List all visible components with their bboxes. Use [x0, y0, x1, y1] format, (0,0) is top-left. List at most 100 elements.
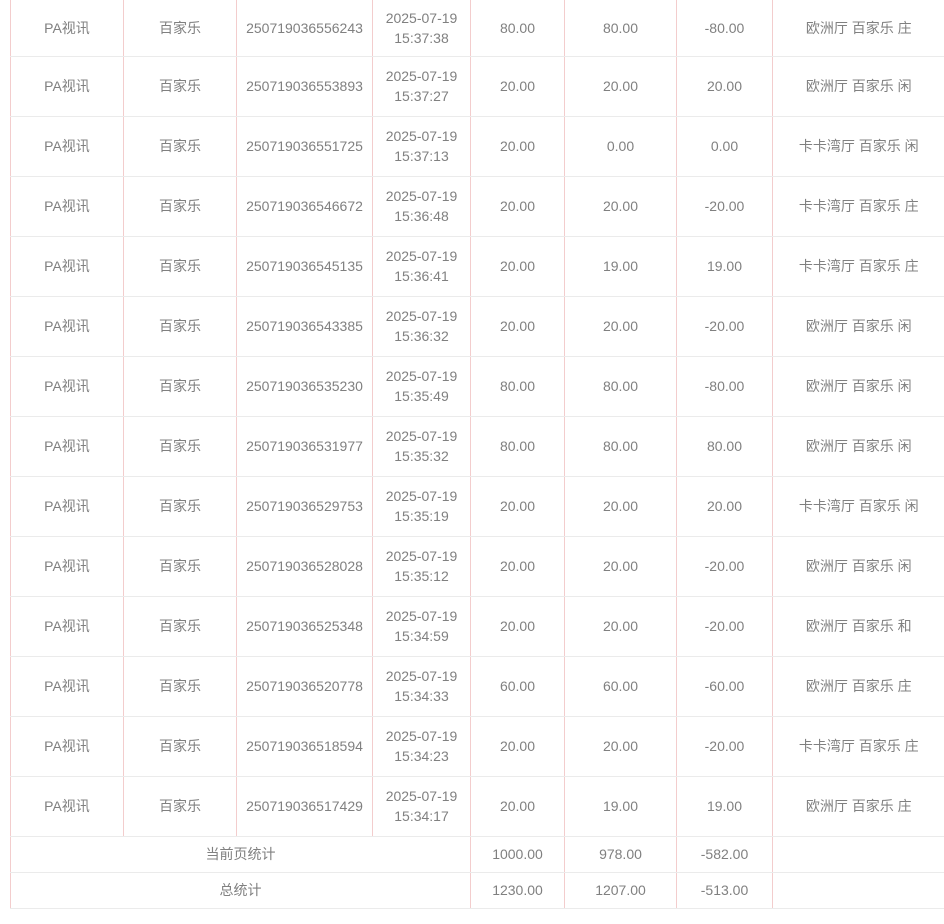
bet-amount-cell: 20.00 [470, 476, 565, 537]
bet-amount-cell: 20.00 [470, 56, 565, 117]
game-type-cell: 百家乐 [123, 596, 237, 657]
table-row: PA视讯 百家乐 250719036529753 2025-07-19 15:35:1… [10, 476, 944, 537]
bet-time-cell: 2025-07-19 15:34:17 [372, 776, 471, 837]
bet-amount-cell: 80.00 [470, 416, 565, 477]
bet-amount-cell: 80.00 [470, 356, 565, 417]
bet-amount-cell: 80.00 [470, 0, 565, 57]
game-type-cell: 百家乐 [123, 656, 237, 717]
game-type-cell: 百家乐 [123, 296, 237, 357]
bet-time-cell: 2025-07-19 15:36:48 [372, 176, 471, 237]
win-loss-cell: -80.00 [676, 356, 773, 417]
game-detail-cell: 卡卡湾厅 百家乐 庄 [772, 716, 944, 777]
win-loss-cell: 19.00 [676, 776, 773, 837]
bet-time-cell: 2025-07-19 15:36:41 [372, 236, 471, 297]
order-number-cell: 250719036520778 [236, 656, 373, 717]
summary-bet-amount-cell: 1000.00 [470, 836, 565, 873]
win-loss-cell: -20.00 [676, 296, 773, 357]
bet-amount-cell: 20.00 [470, 716, 565, 777]
bet-time-cell: 2025-07-19 15:36:32 [372, 296, 471, 357]
table-row: PA视讯 百家乐 250719036556243 2025-07-19 15:37:3… [10, 0, 944, 57]
bet-time-cell: 2025-07-19 15:37:27 [372, 56, 471, 117]
valid-amount-cell: 80.00 [564, 356, 677, 417]
table-row: PA视讯 百家乐 250719036517429 2025-07-19 15:34:1… [10, 776, 944, 837]
summary-valid-amount-cell: 978.00 [564, 836, 677, 873]
win-loss-cell: -20.00 [676, 596, 773, 657]
game-type-cell: 百家乐 [123, 356, 237, 417]
bet-time-cell: 2025-07-19 15:34:23 [372, 716, 471, 777]
valid-amount-cell: 20.00 [564, 536, 677, 597]
platform-cell: PA视讯 [10, 116, 124, 177]
table-row: PA视讯 百家乐 250719036531977 2025-07-19 15:35:3… [10, 416, 944, 477]
platform-cell: PA视讯 [10, 0, 124, 57]
win-loss-cell: -80.00 [676, 0, 773, 57]
valid-amount-cell: 19.00 [564, 776, 677, 837]
bet-time-cell: 2025-07-19 15:34:33 [372, 656, 471, 717]
game-detail-cell: 卡卡湾厅 百家乐 庄 [772, 236, 944, 297]
order-number-cell: 250719036546672 [236, 176, 373, 237]
table-row: PA视讯 百家乐 250719036545135 2025-07-19 15:36:4… [10, 236, 944, 297]
game-type-cell: 百家乐 [123, 0, 237, 57]
bet-time-cell: 2025-07-19 15:35:19 [372, 476, 471, 537]
bet-amount-cell: 20.00 [470, 596, 565, 657]
summary-detail-cell [772, 836, 944, 873]
game-type-cell: 百家乐 [123, 536, 237, 597]
win-loss-cell: 19.00 [676, 236, 773, 297]
summary-label-cell: 当前页统计 [10, 836, 471, 873]
game-detail-cell: 欧洲厅 百家乐 闲 [772, 56, 944, 117]
platform-cell: PA视讯 [10, 716, 124, 777]
game-type-cell: 百家乐 [123, 236, 237, 297]
summary-row-current-page: 当前页统计 1000.00 978.00 -582.00 [10, 836, 944, 873]
valid-amount-cell: 20.00 [564, 476, 677, 537]
game-detail-cell: 欧洲厅 百家乐 闲 [772, 536, 944, 597]
valid-amount-cell: 20.00 [564, 176, 677, 237]
bet-amount-cell: 20.00 [470, 116, 565, 177]
valid-amount-cell: 19.00 [564, 236, 677, 297]
order-number-cell: 250719036543385 [236, 296, 373, 357]
order-number-cell: 250719036528028 [236, 536, 373, 597]
summary-bet-amount-cell: 1230.00 [470, 872, 565, 909]
order-number-cell: 250719036556243 [236, 0, 373, 57]
game-detail-cell: 卡卡湾厅 百家乐 庄 [772, 176, 944, 237]
platform-cell: PA视讯 [10, 776, 124, 837]
game-type-cell: 百家乐 [123, 176, 237, 237]
game-type-cell: 百家乐 [123, 56, 237, 117]
bet-records-table: PA视讯 百家乐 250719036556243 2025-07-19 15:37:3… [10, 0, 944, 909]
platform-cell: PA视讯 [10, 176, 124, 237]
bet-amount-cell: 20.00 [470, 176, 565, 237]
table-row: PA视讯 百家乐 250719036518594 2025-07-19 15:34:2… [10, 716, 944, 777]
game-type-cell: 百家乐 [123, 416, 237, 477]
bet-amount-cell: 20.00 [470, 296, 565, 357]
order-number-cell: 250719036529753 [236, 476, 373, 537]
game-type-cell: 百家乐 [123, 776, 237, 837]
bet-amount-cell: 60.00 [470, 656, 565, 717]
game-detail-cell: 卡卡湾厅 百家乐 闲 [772, 476, 944, 537]
win-loss-cell: 20.00 [676, 56, 773, 117]
platform-cell: PA视讯 [10, 236, 124, 297]
summary-win-loss-cell: -582.00 [676, 836, 773, 873]
game-type-cell: 百家乐 [123, 476, 237, 537]
valid-amount-cell: 20.00 [564, 596, 677, 657]
order-number-cell: 250719036531977 [236, 416, 373, 477]
game-detail-cell: 欧洲厅 百家乐 庄 [772, 776, 944, 837]
win-loss-cell: -20.00 [676, 176, 773, 237]
bet-records-tbody: PA视讯 百家乐 250719036556243 2025-07-19 15:37:3… [10, 0, 944, 909]
valid-amount-cell: 20.00 [564, 716, 677, 777]
summary-detail-cell [772, 872, 944, 909]
win-loss-cell: -20.00 [676, 536, 773, 597]
bet-time-cell: 2025-07-19 15:35:12 [372, 536, 471, 597]
order-number-cell: 250719036545135 [236, 236, 373, 297]
valid-amount-cell: 20.00 [564, 56, 677, 117]
win-loss-cell: 20.00 [676, 476, 773, 537]
bet-amount-cell: 20.00 [470, 536, 565, 597]
order-number-cell: 250719036551725 [236, 116, 373, 177]
summary-valid-amount-cell: 1207.00 [564, 872, 677, 909]
valid-amount-cell: 80.00 [564, 0, 677, 57]
bet-time-cell: 2025-07-19 15:35:49 [372, 356, 471, 417]
bet-amount-cell: 20.00 [470, 236, 565, 297]
table-row: PA视讯 百家乐 250719036520778 2025-07-19 15:34:3… [10, 656, 944, 717]
bet-time-cell: 2025-07-19 15:34:59 [372, 596, 471, 657]
game-detail-cell: 欧洲厅 百家乐 闲 [772, 296, 944, 357]
platform-cell: PA视讯 [10, 476, 124, 537]
table-row: PA视讯 百家乐 250719036551725 2025-07-19 15:37:1… [10, 116, 944, 177]
